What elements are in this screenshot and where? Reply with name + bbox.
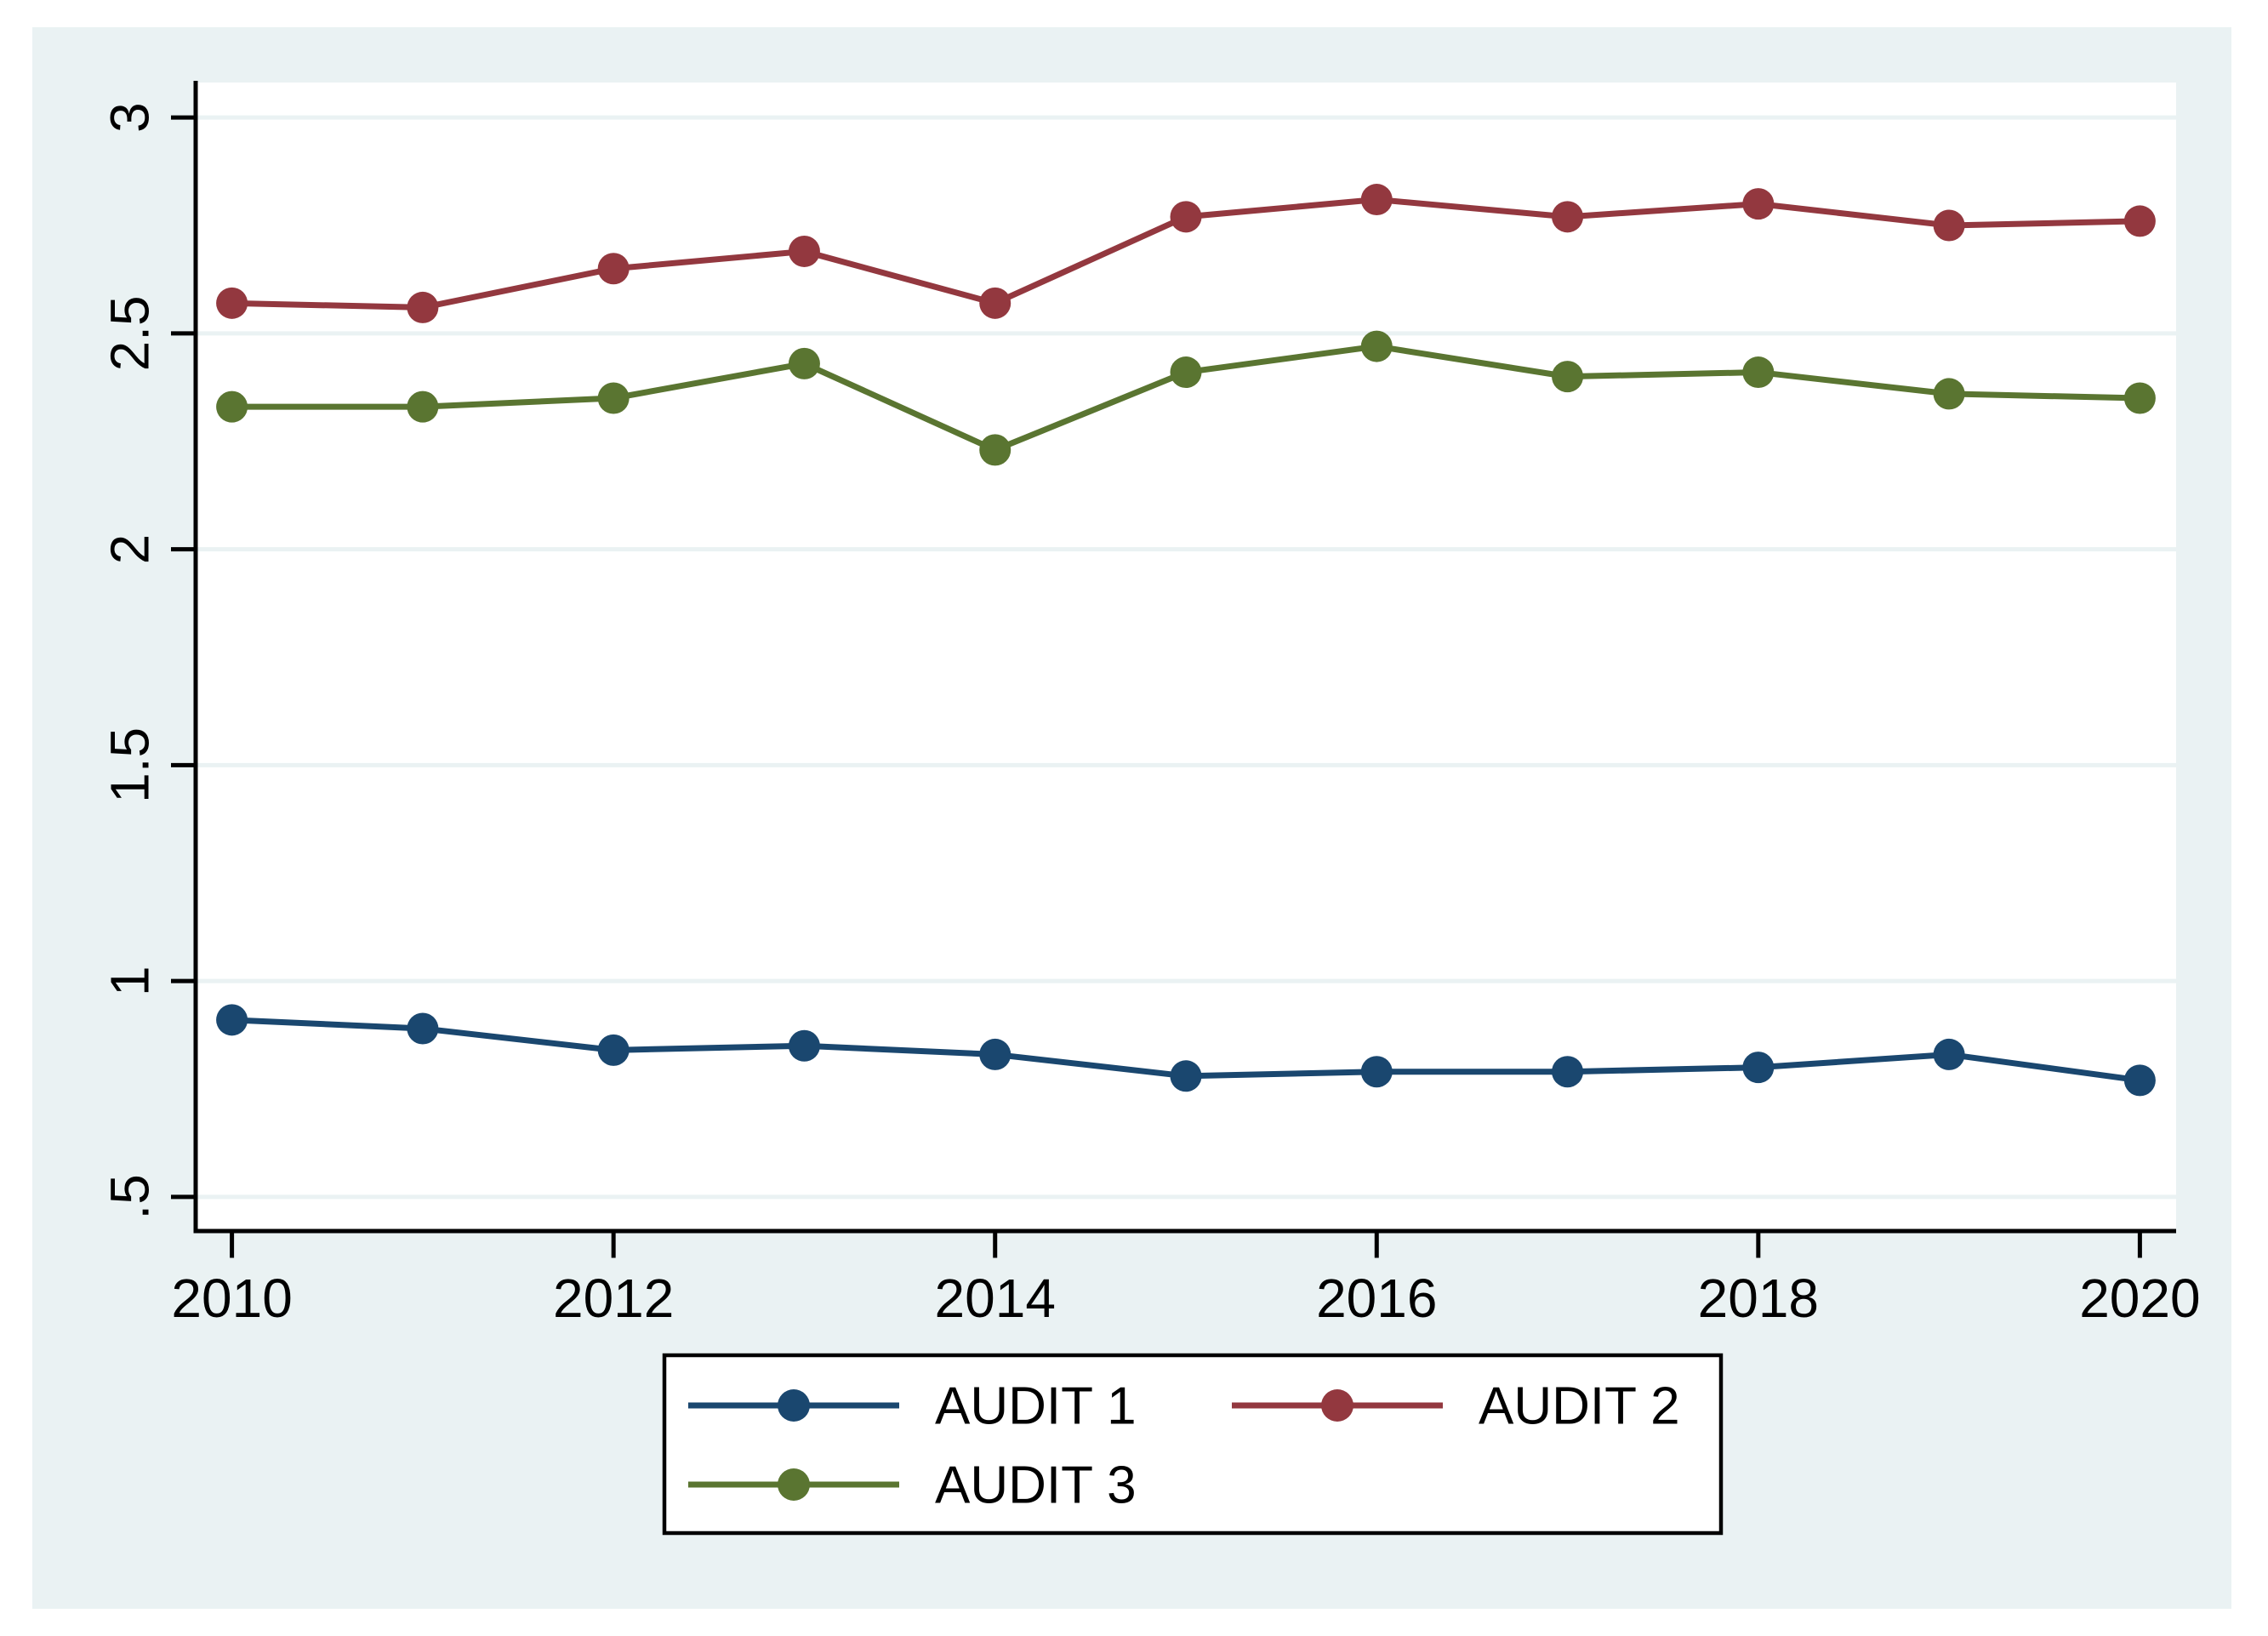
y-tick-label: .5 xyxy=(99,1174,160,1219)
series-audit-3-marker xyxy=(1742,356,1775,389)
series-audit-2 xyxy=(216,184,2156,323)
y-tick-label: 3 xyxy=(99,102,160,133)
legend-marker xyxy=(778,1389,810,1422)
x-tick-label: 2018 xyxy=(1698,1268,1819,1329)
legend-marker xyxy=(1321,1389,1353,1422)
series-audit-2-marker xyxy=(1360,184,1393,216)
series-audit-1-marker xyxy=(788,1029,820,1062)
series-audit-1 xyxy=(216,1004,2156,1097)
y-tick-label: 1 xyxy=(99,966,160,996)
legend-item-audit-3: AUDIT 3 xyxy=(688,1456,1137,1515)
series-audit-3-marker xyxy=(597,382,630,414)
x-tick-label: 2020 xyxy=(2079,1268,2200,1329)
legend-label: AUDIT 2 xyxy=(1479,1377,1680,1436)
series-audit-1-marker xyxy=(1360,1056,1393,1088)
series-audit-3-marker xyxy=(1933,378,1965,410)
series-audit-3-marker xyxy=(216,390,248,423)
series-audit-2-marker xyxy=(1742,188,1775,220)
legend-box xyxy=(662,1353,1724,1536)
series-audit-3-marker xyxy=(407,390,439,423)
series-audit-1-marker xyxy=(407,1012,439,1045)
legend: AUDIT 1 AUDIT 2 AUDIT 3 xyxy=(662,1353,1724,1536)
axes: .5 1 1.5 2 2.5 3 2010 2012 2014 2016 2018 2020 xyxy=(99,81,2201,1329)
series-audit-3-marker xyxy=(788,347,820,379)
series-audit-2-marker xyxy=(979,287,1011,319)
series-audit-2-marker xyxy=(1170,201,1202,233)
legend-label: AUDIT 1 xyxy=(935,1377,1137,1436)
series-audit-2-marker xyxy=(1552,201,1584,233)
series-audit-2-marker xyxy=(788,235,820,267)
series-audit-2-marker xyxy=(1933,209,1965,242)
series-audit-3-marker xyxy=(2123,382,2156,414)
series-audit-1-marker xyxy=(597,1034,630,1066)
y-tick-label: 2.5 xyxy=(99,295,160,371)
x-tick-label: 2012 xyxy=(553,1268,674,1329)
legend-marker xyxy=(778,1468,810,1501)
gridlines xyxy=(196,115,2176,1200)
series-audit-2-marker xyxy=(597,253,630,285)
series-audit-1-marker xyxy=(1552,1056,1584,1088)
series-audit-1-marker xyxy=(1742,1052,1775,1084)
legend-item-audit-2: AUDIT 2 xyxy=(1232,1377,1680,1436)
x-tick-label: 2016 xyxy=(1316,1268,1437,1329)
series-audit-1-marker xyxy=(216,1004,248,1036)
legend-item-audit-1: AUDIT 1 xyxy=(688,1377,1137,1436)
series-audit-1-marker xyxy=(1170,1060,1202,1092)
series-audit-3-marker xyxy=(979,434,1011,466)
series-audit-3-marker xyxy=(1360,330,1393,362)
x-tick-label: 2010 xyxy=(171,1268,292,1329)
series-audit-3 xyxy=(216,330,2156,466)
series-audit-1-marker xyxy=(1933,1038,1965,1070)
y-tick-label: 2 xyxy=(99,534,160,565)
legend-label: AUDIT 3 xyxy=(935,1456,1137,1515)
series-audit-3-marker xyxy=(1552,361,1584,393)
x-tick-label: 2014 xyxy=(935,1268,1056,1329)
series-audit-2-marker xyxy=(216,287,248,319)
series-audit-2-marker xyxy=(407,291,439,323)
series-audit-1-marker xyxy=(2123,1064,2156,1097)
series-audit-1-marker xyxy=(979,1038,1011,1070)
y-tick-label: 1.5 xyxy=(99,727,160,803)
series-audit-3-marker xyxy=(1170,356,1202,389)
series-audit-2-marker xyxy=(2123,205,2156,237)
